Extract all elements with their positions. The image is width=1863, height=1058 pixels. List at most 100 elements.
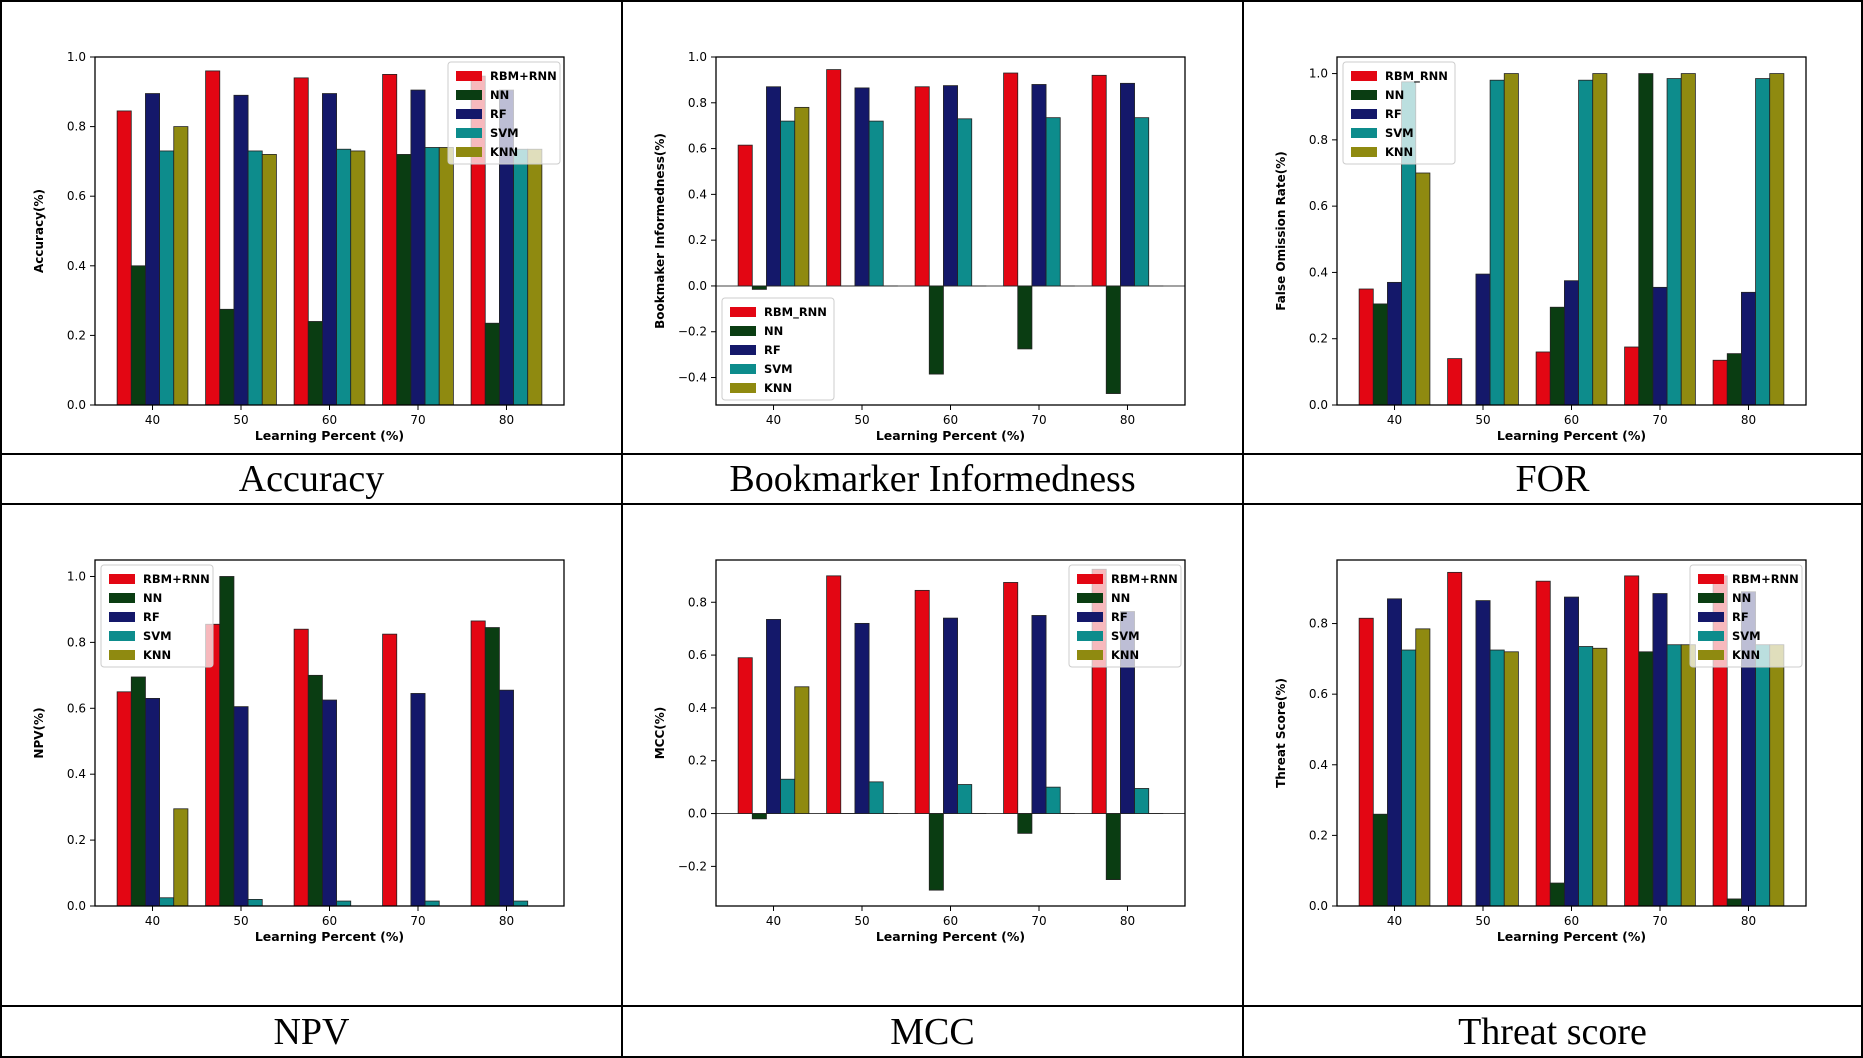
table-border [1861,0,1863,1058]
y-axis-label: Bookmaker Informedness(%) [653,133,667,329]
bar-knn-50 [1503,651,1519,907]
legend-label: NN [764,324,783,338]
legend: RBM_RNN NN RF SVM KNN [721,297,835,401]
chart-cell-accuracy: 0.0 0.2 0.4 0.6 0.8 1.0 40 50 60 70 80 Learning Per… [2,2,621,453]
bar-nn-60 [928,813,944,891]
bar-knn-70 [1680,644,1696,907]
x-axis-label: Learning Percent (%) [1497,428,1646,443]
bar-nn-70 [1638,73,1654,406]
legend-box [1068,564,1182,668]
x-tick-label: 40 [1387,914,1402,928]
legend-label: RF [1111,610,1128,624]
bar-svm-70 [1666,644,1682,907]
chart-for: 0.0 0.2 0.4 0.6 0.8 1.0 40 50 60 70 80 Learning Per… [1274,56,1807,443]
chart-cell-threat-score: 0.0 0.2 0.4 0.6 0.8 40 50 60 70 80 Learning Percen… [1244,505,1861,1005]
bar-knn-40 [173,126,189,406]
bar-svm-50 [1489,649,1505,907]
bar-rf-50 [854,87,870,287]
bar-svm-60 [336,900,352,907]
legend-swatch-knn [456,147,482,157]
legend-label: NN [1732,591,1751,605]
bar-svm-40 [780,778,796,814]
bar-knn-40 [794,686,810,814]
y-tick-label: −0.2 [678,859,707,873]
chart-accuracy: 0.0 0.2 0.4 0.6 0.8 1.0 40 50 60 70 80 Learning Per… [32,50,565,443]
bar-svm-40 [159,897,175,907]
legend-label: KNN [1111,648,1139,662]
bar-rf-70 [410,89,426,406]
legend-label: RF [1385,107,1402,121]
legend-swatch-rf [730,345,756,355]
y-tick-label: 0.8 [1309,617,1328,631]
legend-swatch-rbm-rnn [730,307,756,317]
y-tick-label: 0.0 [67,899,86,913]
bar-svm-50 [868,120,884,287]
y-tick-label: −0.4 [678,371,707,385]
bar-knn-40 [173,808,189,907]
legend-swatch-nn [730,326,756,336]
bar-knn-60 [1592,647,1608,907]
bar-nn-60 [1549,306,1565,406]
chart-cell-npv: 0.0 0.2 0.4 0.6 0.8 1.0 40 50 60 70 80 Learning Per… [2,505,621,1005]
legend-box [447,61,561,165]
x-tick-label: 60 [322,413,337,427]
bar-nn-40 [751,285,767,290]
legend-swatch-svm [456,128,482,138]
bar-svm-40 [780,120,796,287]
y-tick-label: 0.0 [1309,398,1328,412]
bar-rf-40 [145,93,160,406]
bar-rf-70 [1652,593,1668,907]
y-tick-label: 0.0 [1309,899,1328,913]
bar-svm-70 [424,900,440,907]
bar-rf-50 [854,622,870,814]
bar-rbm-rnn-70 [1624,346,1640,406]
y-axis-label: Accuracy(%) [32,189,46,273]
y-tick-label: 0.2 [1309,332,1328,346]
bar-knn-60 [1592,73,1608,406]
y-tick-label: 1.0 [688,50,707,64]
bar-knn-40 [794,106,810,287]
bar-rbm-rnn-50 [826,575,842,814]
caption-accuracy: Accuracy [238,458,385,500]
x-tick-label: 40 [766,413,781,427]
legend-swatch-rbm-rnn [1698,574,1724,584]
bar-rf-50 [1475,600,1491,907]
y-tick-label: 0.2 [1309,828,1328,842]
legend-swatch-rbm-rnn [456,71,482,81]
y-tick-label: 0.0 [688,807,707,821]
legend-label: NN [1385,88,1404,102]
legend-label: NN [490,88,509,102]
x-tick-label: 60 [1564,413,1579,427]
bar-rbm-rnn-40 [116,110,132,406]
bar-rbm-rnn-50 [1447,571,1463,907]
legend: RBM+RNN NN RF SVM KNN [1689,564,1803,668]
legend-label: RF [490,107,507,121]
chart-npv: 0.0 0.2 0.4 0.6 0.8 1.0 40 50 60 70 80 Learning Per… [32,559,565,944]
y-tick-label: 1.0 [67,569,86,583]
bar-nn-70 [396,154,412,406]
x-tick-label: 70 [410,914,425,928]
legend-label: NN [143,591,162,605]
y-tick-label: 0.8 [1309,133,1328,147]
bar-rbm-rnn-70 [1003,72,1019,287]
table-border [0,0,1863,2]
y-tick-label: 0.6 [67,189,86,203]
bar-rf-50 [233,94,249,406]
legend-label: KNN [143,648,171,662]
x-tick-label: 50 [233,413,248,427]
bar-nn-50 [219,308,235,406]
bar-rbm-rnn-40 [1358,617,1374,907]
bar-knn-70 [1680,73,1696,406]
legend-swatch-svm [1351,128,1377,138]
x-tick-label: 80 [1120,914,1135,928]
bar-knn-50 [1503,73,1519,406]
caption-bookmaker-informedness: Bookmarker Informedness [729,458,1136,500]
bar-rf-60 [322,699,337,907]
bar-rf-60 [322,93,337,406]
legend-label: RBM+RNN [490,69,557,83]
y-tick-label: 0.6 [67,701,86,715]
bar-knn-50 [261,154,277,406]
bar-rf-40 [766,86,781,287]
bar-nn-60 [928,285,944,375]
legend-label: KNN [1385,145,1413,159]
